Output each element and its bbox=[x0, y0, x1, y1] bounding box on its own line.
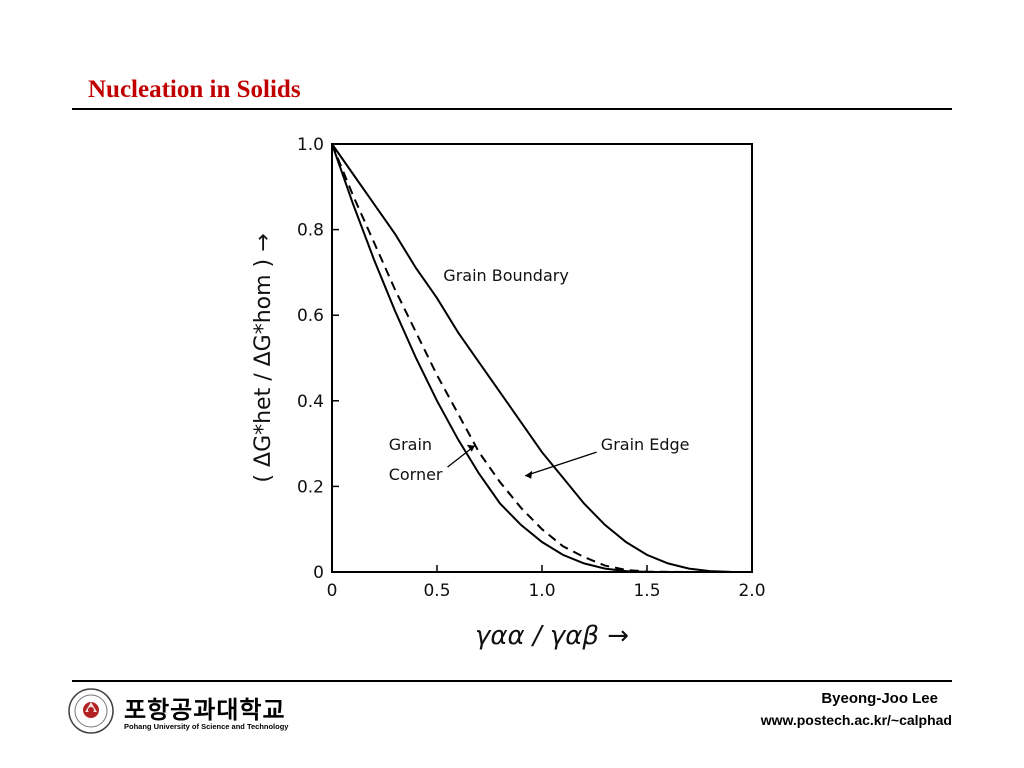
university-name-english: Pohang University of Science and Technol… bbox=[124, 722, 289, 731]
y-tick-label: 0 bbox=[313, 563, 324, 583]
annotation-grain-corner-line2: Corner bbox=[389, 465, 443, 484]
annotation-grain-corner-line1: Grain bbox=[389, 435, 432, 454]
annotation-arrowhead-grain-corner bbox=[466, 444, 475, 452]
y-axis-label: ( ΔG*het / ΔG*hom ) → bbox=[251, 233, 276, 482]
x-tick-label: 2.0 bbox=[738, 581, 765, 601]
y-tick-label: 0.2 bbox=[297, 477, 324, 497]
y-tick-label: 0.6 bbox=[297, 306, 324, 326]
x-tick-label: 0 bbox=[327, 581, 338, 601]
x-tick-label: 1.0 bbox=[528, 581, 555, 601]
annotation-arrowhead-grain-edge bbox=[525, 470, 533, 479]
x-tick-label: 0.5 bbox=[423, 581, 450, 601]
author-url[interactable]: www.postech.ac.kr/~calphad bbox=[760, 712, 952, 728]
x-tick-label: 1.5 bbox=[633, 581, 660, 601]
university-name-korean: 포항공과대학교 bbox=[124, 696, 286, 724]
series-line-grain-boundary bbox=[331, 143, 753, 573]
author-name: Byeong-Joo Lee bbox=[821, 690, 938, 707]
annotation-grain-edge: Grain Edge bbox=[601, 435, 690, 454]
series-line-grain-edge bbox=[331, 143, 696, 573]
annotation-arrow-grain-edge bbox=[524, 451, 597, 477]
title-divider bbox=[72, 108, 952, 110]
university-emblem-icon bbox=[68, 688, 114, 734]
nucleation-chart: 0 0.5 1.0 1.5 2.0 0 0.2 0.4 0.6 0.8 1.0 Grain Bound… bbox=[232, 122, 792, 670]
y-tick-label: 0.4 bbox=[297, 392, 324, 412]
slide-title: Nucleation in Solids bbox=[88, 76, 301, 103]
x-axis-label: γαα / γαβ → bbox=[475, 621, 629, 651]
plot-frame bbox=[331, 143, 753, 573]
y-tick-label: 0.8 bbox=[297, 221, 324, 241]
chart-svg: 0 0.5 1.0 1.5 2.0 0 0.2 0.4 0.6 0.8 1.0 Grain Bound… bbox=[251, 135, 766, 651]
footer-divider bbox=[72, 680, 952, 682]
annotation-grain-boundary: Grain Boundary bbox=[443, 266, 569, 285]
series-line-grain-corner bbox=[331, 143, 658, 573]
y-tick-label: 1.0 bbox=[297, 135, 324, 155]
